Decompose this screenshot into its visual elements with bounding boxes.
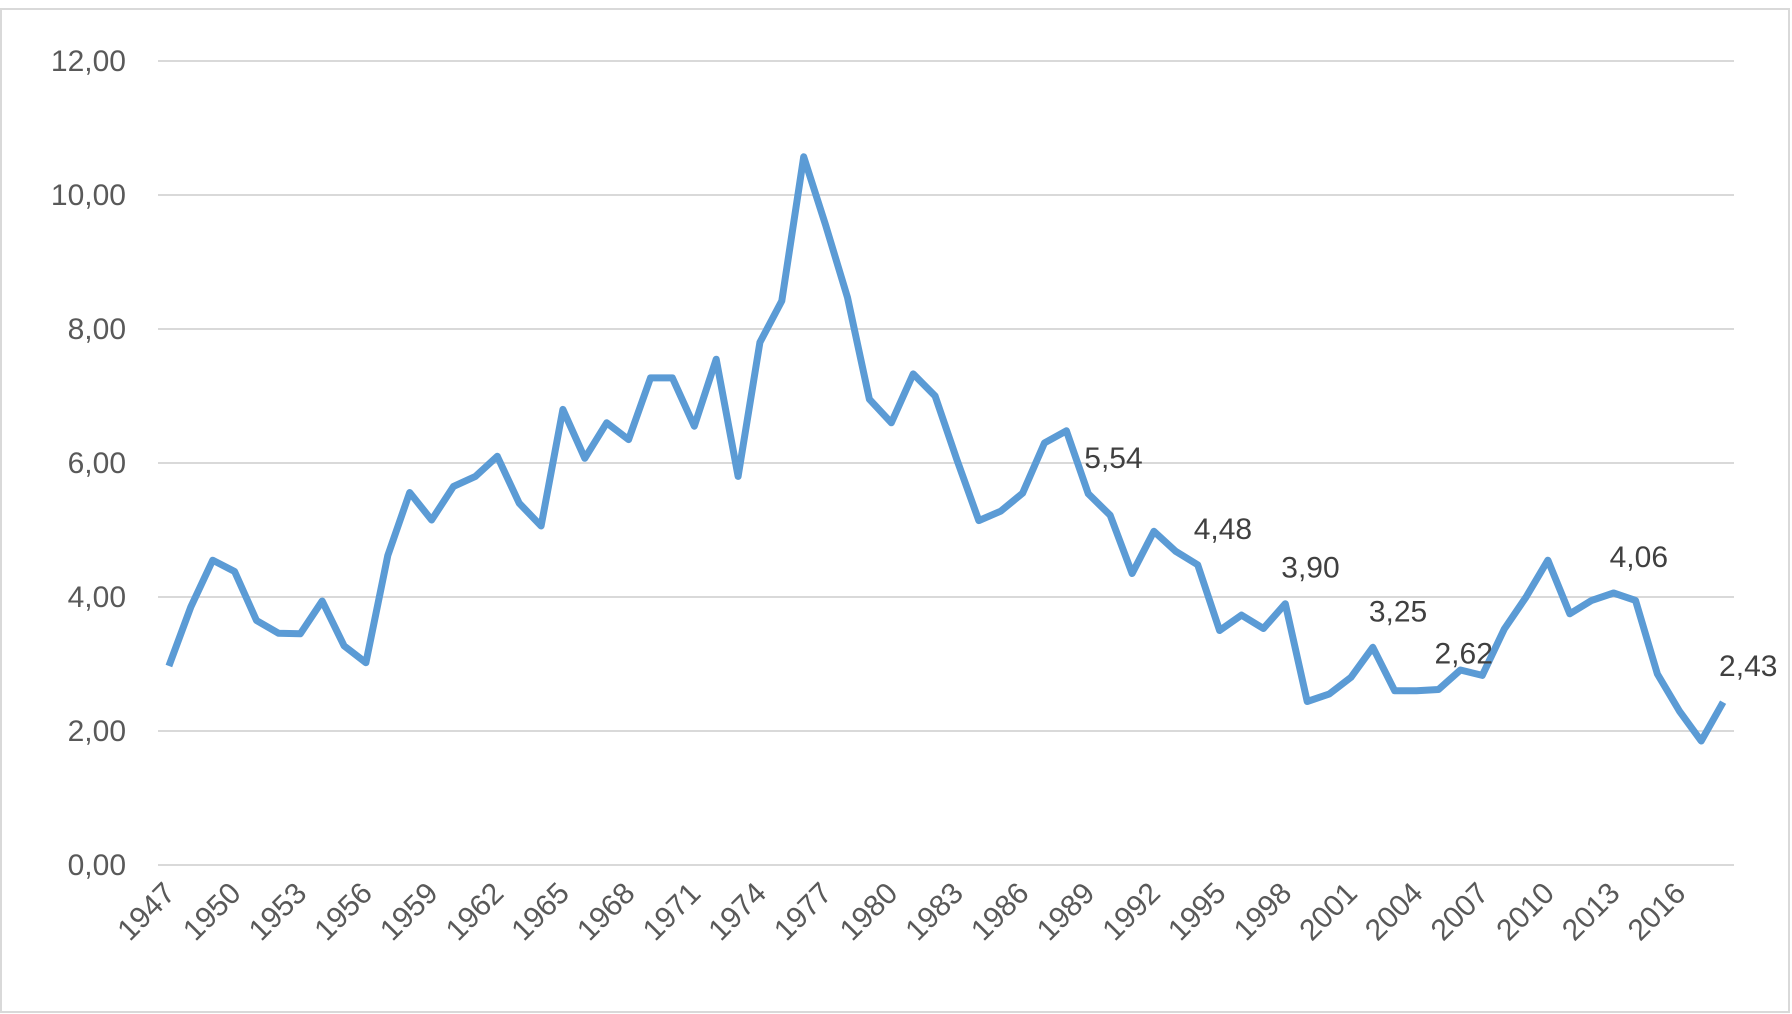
- y-tick-label: 4,00: [68, 581, 126, 614]
- y-tick-label: 8,00: [68, 313, 126, 346]
- y-tick-label: 0,00: [68, 849, 126, 882]
- data-line: [165, 153, 1727, 745]
- data-label: 3,90: [1281, 552, 1339, 585]
- data-label: 5,54: [1084, 442, 1142, 475]
- data-label: 4,06: [1610, 541, 1668, 574]
- y-tick-label: 10,00: [51, 179, 126, 212]
- data-label: 4,48: [1194, 513, 1252, 546]
- y-tick-label: 2,00: [68, 715, 126, 748]
- data-label: 2,43: [1719, 650, 1777, 683]
- data-label: 3,25: [1369, 595, 1427, 628]
- data-label: 2,62: [1435, 637, 1493, 670]
- y-tick-label: 6,00: [68, 447, 126, 480]
- chart-border: [0, 8, 1790, 1013]
- y-tick-label: 12,00: [51, 45, 126, 78]
